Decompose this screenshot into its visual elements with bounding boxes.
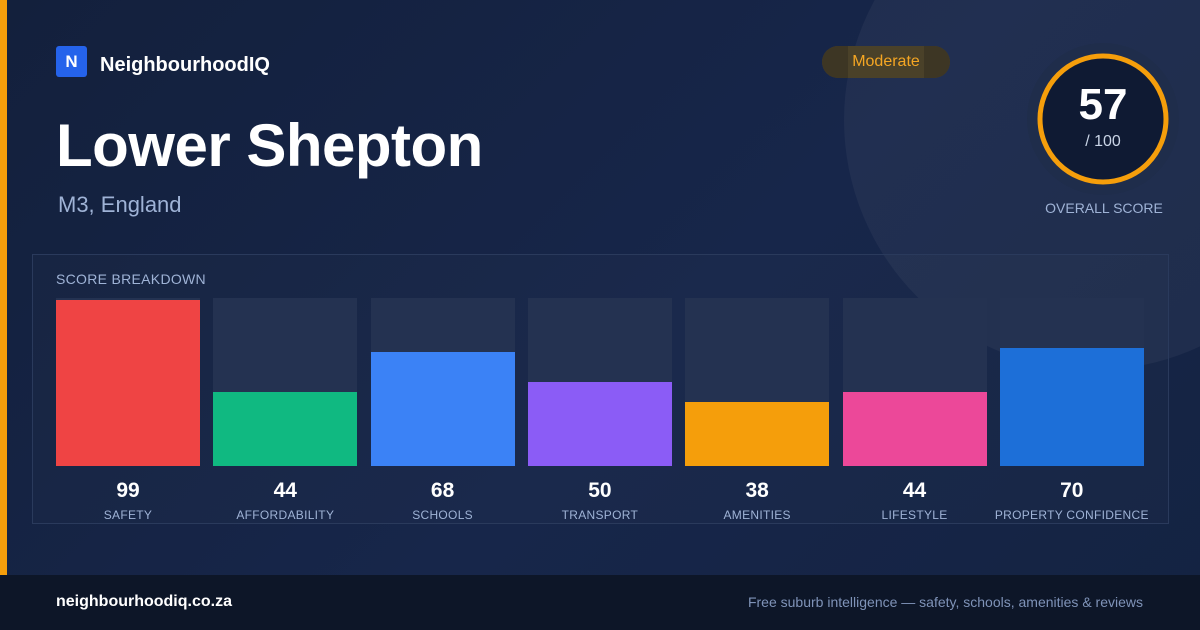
bar-value: 50 xyxy=(588,479,612,502)
bar-label: LIFESTYLE xyxy=(881,508,948,522)
bar-label: AMENITIES xyxy=(723,508,791,522)
rating-badge-label: Moderate xyxy=(852,53,920,70)
footer-tagline: Free suburb intelligence — safety, schoo… xyxy=(747,594,1143,610)
score-breakdown-title: SCORE BREAKDOWN xyxy=(56,271,206,287)
bar-label: PROPERTY CONFIDENCE xyxy=(994,508,1149,522)
bar-value: 44 xyxy=(902,479,927,502)
page-title: Lower Shepton xyxy=(56,112,483,179)
bar-fill xyxy=(56,300,200,466)
footer-url[interactable]: neighbourhoodiq.co.za xyxy=(56,593,232,610)
bar-label: AFFORDABILITY xyxy=(236,508,335,522)
bar-value: 99 xyxy=(116,479,140,502)
bar-track xyxy=(999,298,1144,466)
overall-score-max: / 100 xyxy=(1085,133,1121,150)
bar-fill xyxy=(213,392,358,466)
bar-value: 70 xyxy=(1060,479,1084,502)
bar-label: TRANSPORT xyxy=(561,508,639,522)
bar-fill xyxy=(370,352,515,466)
bar-fill xyxy=(842,392,987,466)
bar-fill xyxy=(999,348,1144,466)
brand-name: NeighbourhoodIQ xyxy=(100,54,270,76)
bar-track xyxy=(370,298,515,466)
bar-track xyxy=(842,298,987,466)
score-breakdown-bars: 99 SAFETY 44 AFFORDABILITY 68 SCHOOLS 50 TRANSP… xyxy=(56,298,1148,528)
accent-bar xyxy=(0,0,7,575)
score-breakdown-panel xyxy=(32,254,1169,524)
bar-track xyxy=(685,298,830,466)
bar-track xyxy=(56,298,200,466)
logo-icon: N xyxy=(56,46,87,77)
overall-score-ring: 57 / 100 xyxy=(1027,43,1179,195)
overall-score-label: OVERALL SCORE xyxy=(1045,200,1163,216)
score-ring-icon xyxy=(1027,43,1179,195)
bar-value: 68 xyxy=(430,479,455,502)
rating-badge: Moderate xyxy=(822,46,950,78)
bar-label: SCHOOLS xyxy=(412,508,473,522)
bar-track xyxy=(527,298,672,466)
bar-label: SAFETY xyxy=(103,508,153,522)
location-subtitle: M3, England xyxy=(58,192,182,217)
bar-fill xyxy=(685,402,830,466)
footer: neighbourhoodiq.co.za Free suburb intell… xyxy=(0,575,1200,630)
bar-value: 44 xyxy=(273,479,297,502)
bar-fill xyxy=(527,382,672,466)
overall-score-value: 57 xyxy=(1078,80,1128,129)
bar-track xyxy=(213,298,358,466)
brand[interactable]: N NeighbourhoodIQ xyxy=(56,46,270,77)
bar-value: 38 xyxy=(745,479,769,502)
